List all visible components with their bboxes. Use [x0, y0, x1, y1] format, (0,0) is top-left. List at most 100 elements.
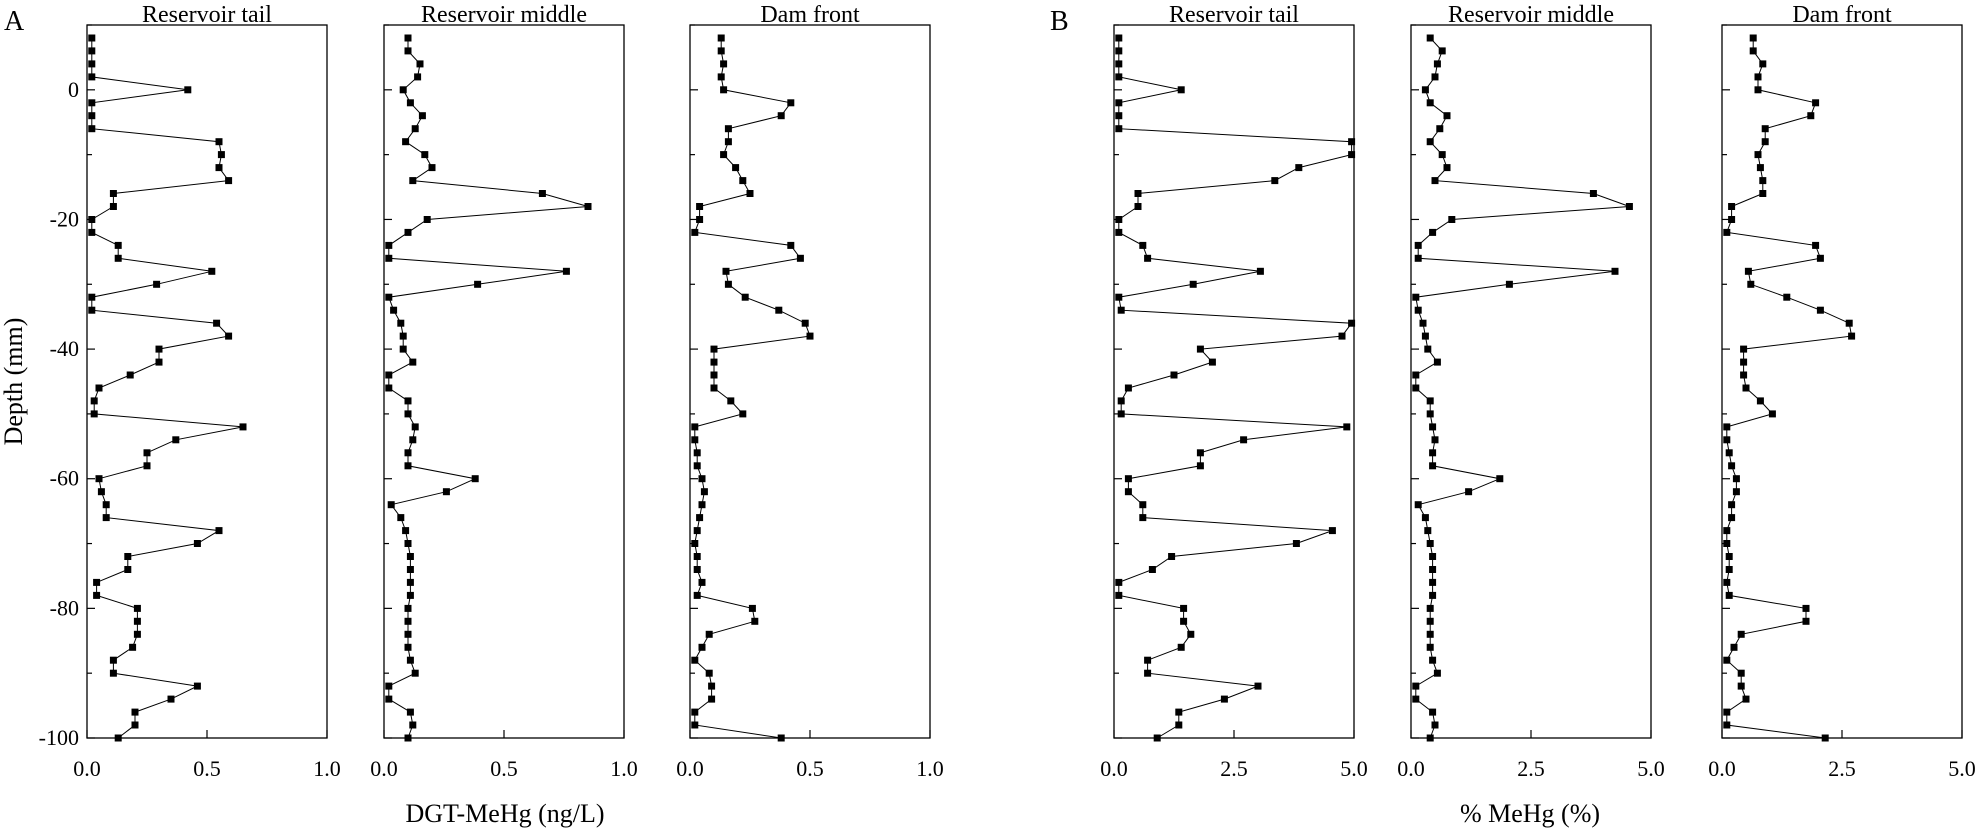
data-point	[184, 86, 192, 94]
data-point	[88, 216, 96, 223]
data-point	[404, 734, 412, 742]
data-point	[442, 488, 450, 496]
data-point	[109, 656, 117, 664]
data-point	[1168, 553, 1176, 560]
x-tick-label: 1.0	[610, 756, 638, 781]
data-point	[1338, 332, 1346, 340]
data-point	[1723, 656, 1731, 664]
data-point	[399, 332, 407, 340]
data-point	[1412, 384, 1420, 392]
data-point	[1438, 151, 1446, 159]
panel-title: Reservoir tail	[142, 2, 272, 28]
data-point	[95, 475, 103, 483]
data-point	[406, 591, 414, 599]
data-point	[88, 228, 96, 236]
data-point	[1412, 695, 1420, 703]
data-point	[414, 73, 422, 81]
data-point	[1429, 656, 1437, 664]
data-point	[1816, 254, 1824, 262]
data-point	[411, 423, 419, 431]
data-point	[796, 254, 804, 262]
data-point	[93, 591, 101, 599]
data-point	[399, 86, 407, 94]
data-point	[1737, 669, 1745, 677]
panel-dam-front: Dam front 0.0 0.5 1.0	[676, 2, 944, 781]
data-point	[696, 203, 704, 210]
data-point	[1117, 410, 1125, 418]
data-point	[385, 254, 393, 262]
data-point	[1448, 216, 1456, 223]
x-tick-label: 0.5	[490, 756, 518, 781]
data-point	[109, 669, 117, 677]
series-line	[1415, 37, 1630, 739]
data-point	[1412, 682, 1420, 690]
data-point	[406, 578, 414, 586]
x-axis-label: % MeHg (%)	[1460, 799, 1600, 828]
data-point	[411, 669, 419, 677]
group-letter: B	[1050, 6, 1069, 37]
panel-reservoir-middle: Reservoir middle 0.0 0.5 1.0	[370, 2, 638, 781]
data-point	[471, 475, 479, 483]
data-point	[1465, 488, 1473, 496]
data-point	[1730, 643, 1738, 651]
data-point	[1496, 475, 1504, 483]
data-point	[698, 643, 706, 651]
data-point	[1728, 462, 1736, 470]
data-point	[404, 47, 412, 55]
data-point	[1426, 643, 1434, 651]
panel-title: Dam front	[1792, 2, 1892, 28]
data-point	[1768, 410, 1776, 418]
data-point	[1115, 47, 1123, 55]
data-point	[1429, 449, 1437, 457]
data-point	[1821, 734, 1829, 742]
data-point	[385, 293, 393, 301]
data-point	[114, 734, 122, 742]
data-point	[397, 514, 405, 522]
data-point	[404, 410, 412, 418]
data-point	[404, 540, 412, 547]
data-point	[406, 708, 414, 716]
data-point	[1328, 527, 1336, 535]
data-point	[1723, 721, 1731, 729]
data-point	[88, 293, 96, 301]
x-tick-label: 0.0	[73, 756, 101, 781]
data-point	[691, 708, 699, 716]
x-tick-label: 2.5	[1828, 756, 1856, 781]
y-tick-label: 0	[68, 77, 79, 102]
data-point	[693, 591, 701, 599]
data-point	[406, 656, 414, 664]
data-point	[1196, 449, 1204, 457]
data-point	[385, 371, 393, 379]
data-point	[385, 241, 393, 249]
data-point	[88, 99, 96, 107]
data-point	[1170, 371, 1178, 379]
data-point	[1754, 73, 1762, 81]
data-point	[1426, 630, 1434, 638]
data-point	[1429, 578, 1437, 586]
data-point	[385, 384, 393, 392]
data-point	[1153, 734, 1161, 742]
data-point	[1187, 630, 1195, 638]
data-point	[1723, 527, 1731, 535]
data-point	[1412, 293, 1420, 301]
data-point	[126, 371, 134, 379]
data-point	[88, 306, 96, 314]
data-point	[710, 345, 718, 353]
data-point	[1343, 423, 1351, 431]
data-point	[90, 410, 98, 418]
data-point	[1436, 125, 1444, 133]
data-point	[409, 721, 417, 729]
data-point	[1725, 553, 1733, 560]
x-tick-label: 2.5	[1220, 756, 1248, 781]
data-point	[1115, 228, 1123, 236]
data-point	[748, 604, 756, 612]
data-point	[708, 682, 716, 690]
data-point	[1728, 501, 1736, 509]
data-point	[693, 553, 701, 560]
y-axis-label: Depth (mm)	[0, 318, 28, 446]
data-point	[1725, 591, 1733, 599]
panel-reservoir-tail: Reservoir tail 0.0 0.5 1.0 0 -20 -40 -60 -80 -100	[39, 2, 341, 781]
data-point	[698, 501, 706, 509]
data-point	[404, 34, 412, 42]
data-point	[404, 617, 412, 625]
